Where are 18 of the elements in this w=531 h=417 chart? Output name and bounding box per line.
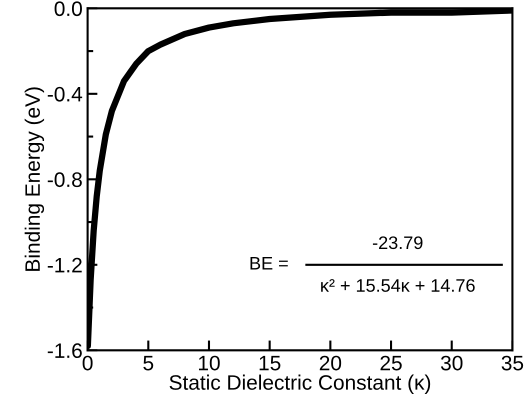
x-axis-title: Static Dielectric Constant (κ) — [170, 374, 430, 394]
y-tick-label: 0.0 — [54, 1, 82, 16]
x-tick-label: 35 — [502, 356, 524, 370]
y-tick-label: -1.6 — [48, 343, 82, 358]
x-tick-label: 0 — [82, 356, 93, 370]
annotation: κ² + 15.54κ + 14.76 — [321, 279, 475, 292]
x-tick-label: 20 — [320, 356, 342, 370]
y-tick-label: -0.4 — [48, 86, 82, 102]
y-axis-title: Binding Energy (eV) — [24, 87, 44, 271]
x-tick-label: 30 — [440, 356, 462, 370]
x-tick-label: 5 — [143, 356, 154, 370]
x-tick-label: 10 — [198, 356, 220, 370]
annotation: BE = — [250, 257, 288, 270]
y-tick-label: -1.2 — [48, 258, 82, 272]
x-tick-label: 15 — [260, 356, 280, 370]
x-tick-label: 25 — [380, 356, 402, 370]
y-tick-label: -0.8 — [48, 172, 82, 188]
annotation: -23.79 — [372, 236, 422, 250]
